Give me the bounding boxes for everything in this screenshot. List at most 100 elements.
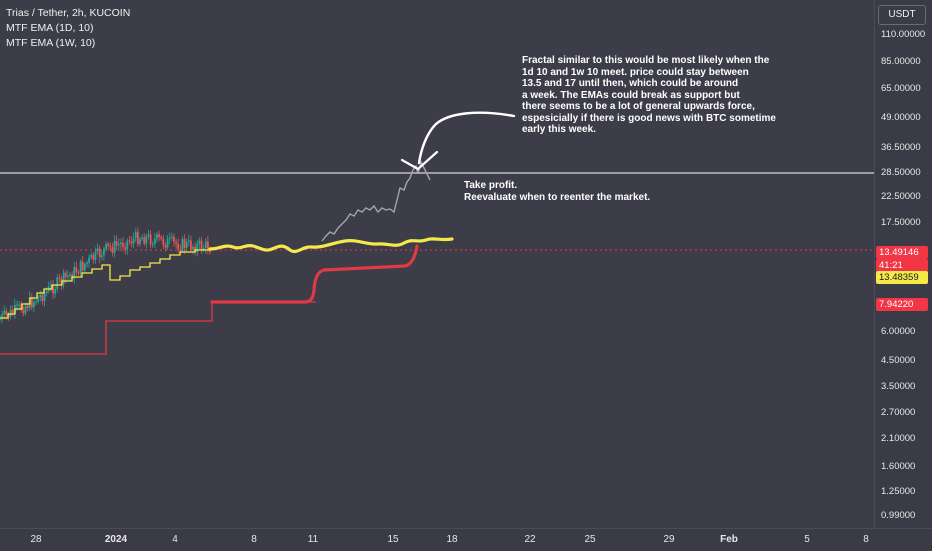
candle-body: [126, 240, 129, 250]
candle-body: [88, 257, 90, 263]
candle-body: [209, 250, 211, 253]
candle-body: [149, 234, 152, 245]
time-tick: Feb: [720, 534, 738, 545]
candle-body: [26, 305, 29, 308]
candle-body: [5, 310, 8, 315]
time-tick: 18: [446, 534, 458, 545]
currency-button[interactable]: USDT: [878, 5, 926, 25]
price-tick: 4.50000: [881, 355, 916, 367]
candle-body: [134, 231, 137, 239]
candle-body: [190, 240, 192, 250]
candle-body: [122, 242, 124, 248]
price-tick: 49.00000: [881, 111, 921, 123]
candle-body: [24, 305, 27, 314]
candle-body: [187, 240, 190, 242]
ema-1d-drawing[interactable]: [208, 237, 454, 254]
candle-body: [18, 304, 20, 306]
price-chart[interactable]: [0, 0, 874, 528]
ema-1w-drawing[interactable]: [210, 244, 419, 304]
candle-body: [56, 277, 59, 290]
price-tick: 2.70000: [881, 407, 916, 419]
annotation-arrow: [417, 111, 516, 165]
candle-body: [58, 277, 61, 279]
candle-body: [173, 236, 175, 242]
candle-body: [130, 241, 133, 244]
candle-body: [141, 237, 144, 239]
candle-body: [111, 247, 114, 253]
time-axis[interactable]: 28 2024 4 8 11 15 18 22 25 29 Feb 5 8: [0, 528, 932, 551]
legend-ema-1d[interactable]: MTF EMA (1D, 10): [6, 22, 94, 34]
candle-body: [183, 238, 186, 249]
candle-body: [39, 295, 42, 298]
time-tick: 2024: [104, 534, 128, 545]
candle-body: [43, 293, 46, 302]
candle-body: [64, 272, 67, 278]
time-tick: 22: [524, 534, 536, 545]
price-tick: 36.50000: [881, 141, 921, 153]
candle-body: [156, 234, 158, 239]
price-tick: 85.00000: [881, 55, 921, 67]
candle-body: [30, 297, 33, 308]
candle-body: [83, 264, 86, 271]
legend-symbol[interactable]: Trias / Tether, 2h, KUCOIN: [6, 7, 131, 19]
time-tick: 5: [804, 534, 810, 545]
candle-body: [105, 243, 107, 249]
time-tick: 8: [251, 534, 257, 545]
candle-body: [153, 238, 156, 244]
candle-body: [33, 302, 35, 308]
price-tick: 65.00000: [881, 82, 921, 94]
candle-body: [11, 309, 14, 314]
price-tick: 1.25000: [881, 486, 916, 498]
candle-body: [115, 240, 118, 246]
price-candles: [0, 227, 211, 324]
candle-body: [66, 275, 69, 278]
candle-body: [54, 289, 57, 294]
candle-body: [166, 238, 169, 248]
candle-body: [143, 237, 146, 244]
candle-body: [151, 243, 154, 245]
candle-body: [22, 310, 25, 314]
candle-body: [69, 274, 71, 276]
candle-body: [1, 314, 4, 320]
candle-body: [168, 237, 171, 239]
time-tick: 29: [663, 534, 675, 545]
fractal-annotation[interactable]: Fractal similar to this would be most li…: [522, 55, 776, 135]
candle-body: [177, 244, 180, 250]
price-tick: 17.50000: [881, 216, 921, 228]
candle-body: [20, 304, 23, 311]
candle-body: [107, 243, 110, 247]
ema-1w-line[interactable]: [0, 301, 316, 355]
candle-body: [94, 251, 97, 261]
candle-body: [9, 309, 12, 317]
candle-body: [198, 240, 201, 244]
take-profit-annotation[interactable]: Take profit. Reevaluate when to reenter …: [464, 180, 651, 203]
candle-body: [128, 240, 131, 242]
candle-body: [62, 272, 65, 285]
candle-body: [98, 248, 101, 258]
price-tick: 22.50000: [881, 191, 921, 203]
fractal-overlay: [321, 159, 431, 242]
candle-body: [96, 248, 99, 252]
price-tick: 0.99000: [881, 509, 916, 521]
candle-body: [147, 234, 150, 237]
chart-area[interactable]: Trias / Tether, 2h, KUCOIN MTF EMA (1D, …: [0, 0, 874, 528]
ema-1d-line[interactable]: [0, 249, 210, 319]
candle-body: [132, 238, 135, 244]
candle-body: [16, 304, 18, 306]
candle-body: [100, 255, 103, 258]
candle-body: [145, 236, 148, 244]
candle-body: [35, 301, 37, 303]
candle-body: [117, 244, 120, 246]
candle-body: [202, 248, 205, 250]
candle-body: [204, 241, 207, 249]
candle-body: [162, 238, 165, 245]
candle-body: [124, 247, 127, 250]
last-price-label: 13.49146: [876, 246, 928, 259]
candle-body: [113, 240, 116, 253]
candle-body: [86, 262, 88, 265]
price-tick: 3.50000: [881, 380, 916, 392]
legend-ema-1w[interactable]: MTF EMA (1W, 10): [6, 37, 96, 49]
candle-body: [79, 261, 82, 274]
annotation-check: [400, 150, 439, 171]
price-tick: 28.50000: [881, 167, 921, 178]
